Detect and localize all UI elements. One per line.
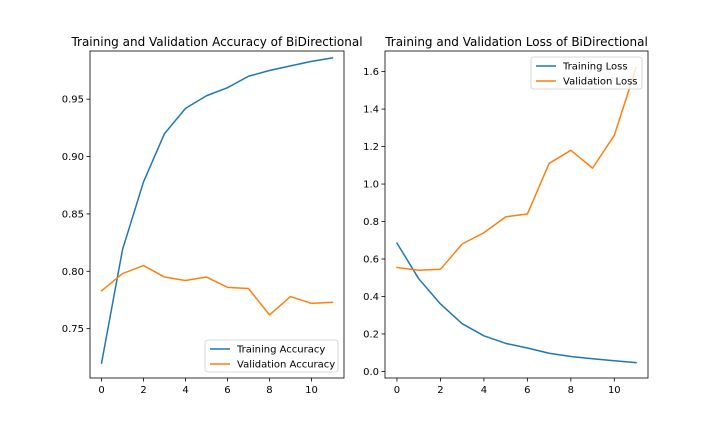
chart-title: Training and Validation Accuracy of BiDi… — [70, 35, 362, 49]
x-tick-label: 2 — [437, 385, 443, 396]
chart-1: Training and Validation Accuracy of BiDi… — [62, 35, 363, 396]
y-tick-label: 1.0 — [363, 180, 379, 191]
y-tick-label: 0.0 — [363, 367, 379, 378]
x-tick-label: 4 — [481, 385, 487, 396]
chart-2: Training and Validation Loss of BiDirect… — [363, 35, 649, 396]
y-tick-label: 0.95 — [62, 95, 84, 106]
legend-label: Training Accuracy — [236, 345, 325, 356]
x-tick-label: 10 — [608, 385, 621, 396]
x-tick-label: 8 — [266, 385, 272, 396]
y-tick-label: 0.75 — [62, 324, 84, 335]
x-tick-label: 8 — [568, 385, 574, 396]
axes-frame — [384, 50, 649, 379]
legend-box — [204, 339, 339, 373]
x-tick-label: 4 — [182, 385, 188, 396]
legend-label: Training Loss — [562, 62, 628, 73]
x-tick-label: 0 — [394, 385, 400, 396]
series-line-2 — [100, 264, 334, 316]
y-tick-label: 1.2 — [363, 142, 379, 153]
series-line-1 — [100, 57, 334, 364]
series-line-1 — [395, 242, 637, 364]
y-tick-label: 1.4 — [363, 105, 379, 116]
x-tick-label: 6 — [524, 385, 530, 396]
y-tick-label: 0.6 — [363, 255, 379, 266]
legend-label: Validation Loss — [563, 77, 638, 88]
y-tick-label: 0.85 — [62, 209, 84, 220]
legend-box — [530, 56, 643, 90]
x-tick-label: 10 — [305, 385, 318, 396]
x-tick-label: 0 — [98, 385, 104, 396]
series-line-2 — [396, 66, 637, 271]
y-tick-label: 0.80 — [62, 267, 84, 278]
legend: Training Loss Validation Loss — [530, 56, 643, 90]
legend-label: Validation Accuracy — [237, 360, 335, 371]
y-tick-label: 1.6 — [363, 67, 379, 78]
y-tick-label: 0.2 — [363, 329, 379, 340]
x-tick-label: 2 — [140, 385, 146, 396]
axes-frame — [89, 50, 345, 379]
y-tick-label: 0.4 — [363, 292, 379, 303]
y-tick-label: 0.90 — [62, 152, 84, 163]
legend: Training Accuracy Validation Accuracy — [204, 339, 339, 373]
chart-title: Training and Validation Loss of BiDirect… — [384, 35, 648, 49]
x-tick-label: 6 — [224, 385, 230, 396]
y-tick-label: 0.8 — [363, 217, 379, 228]
